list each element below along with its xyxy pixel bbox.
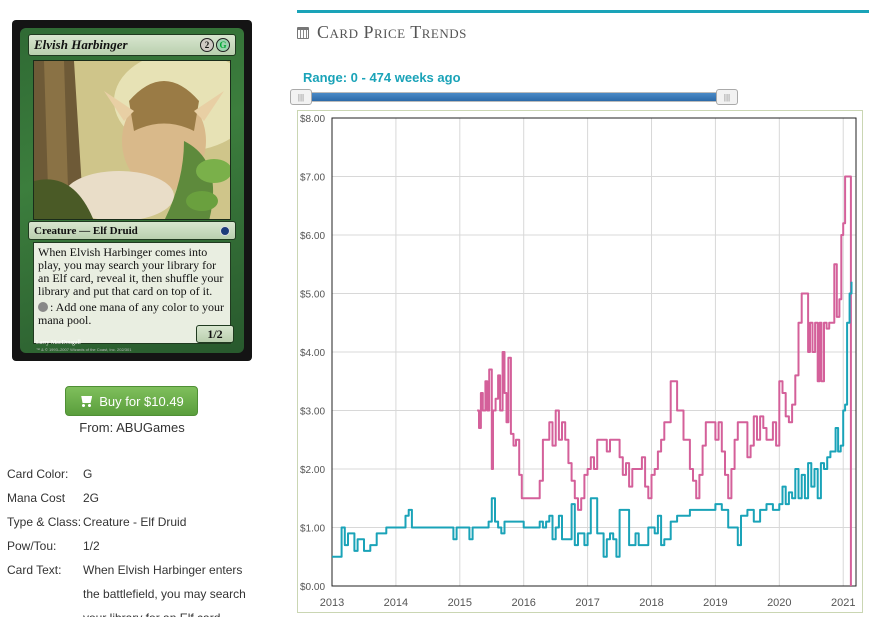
- price-chart: $0.00 $1.00 $2.00 $3.00 $4.00 $5.00 $6.00 $7.00…: [297, 110, 863, 613]
- info-value: 1/2: [83, 539, 100, 553]
- price-trends-header: Card Price Trends: [297, 22, 467, 43]
- y-tick-label: $8.00: [300, 114, 325, 125]
- price-chart-svg: $0.00 $1.00 $2.00 $3.00 $4.00 $5.00 $6.00 $7.00…: [300, 114, 857, 609]
- y-tick-label: $2.00: [300, 465, 325, 476]
- section-divider: [297, 10, 869, 13]
- series-line-teal: [332, 281, 853, 558]
- y-tick-label: $4.00: [300, 348, 325, 359]
- range-slider-handle-end[interactable]: |||: [716, 89, 738, 105]
- series-line-pink: [477, 175, 852, 586]
- y-tick-label: $3.00: [300, 407, 325, 418]
- range-label: Range: 0 - 474 weeks ago: [303, 70, 461, 85]
- price-trends-title: Card Price Trends: [317, 22, 467, 42]
- card-ability: : Add one mana of any color to your mana…: [38, 301, 226, 327]
- buy-button[interactable]: Buy for $10.49: [65, 386, 198, 416]
- y-tick-label: $1.00: [300, 524, 325, 535]
- card-info: Card Color: G Mana Cost 2G Type & Class:…: [7, 462, 257, 617]
- card-name-bar: Elvish Harbinger 2 G: [28, 34, 236, 56]
- info-label: Type & Class:: [7, 515, 82, 529]
- info-label: Mana Cost: [7, 491, 66, 505]
- info-label: Card Color:: [7, 467, 69, 481]
- info-row-card-text: Card Text: When Elvish Harbinger enters …: [7, 558, 257, 617]
- info-label: Card Text:: [7, 563, 62, 577]
- y-tick-label: $5.00: [300, 290, 325, 301]
- green-mana-icon: G: [216, 38, 230, 52]
- info-label: Pow/Tou:: [7, 539, 57, 553]
- card-text-box: When Elvish Harbinger comes into play, y…: [33, 242, 231, 344]
- y-tick-label: $6.00: [300, 231, 325, 242]
- vendor-label: From: ABUGames: [79, 420, 185, 435]
- shopping-cart-icon: [79, 395, 93, 407]
- card-name: Elvish Harbinger: [34, 37, 128, 52]
- set-symbol-icon: [220, 225, 230, 236]
- card-image: Elvish Harbinger 2 G: [12, 20, 252, 361]
- mana-cost: 2 G: [200, 38, 230, 52]
- info-value: 2G: [83, 491, 100, 505]
- card-type-line: Creature — Elf Druid: [34, 224, 138, 237]
- card-artist: Larry MacDougall: [36, 340, 81, 346]
- info-value: When Elvish Harbinger enters the battlef…: [83, 563, 246, 617]
- info-row-color: Card Color: G: [7, 462, 257, 486]
- x-tick-label: 2014: [384, 597, 408, 609]
- card-rules-text: When Elvish Harbinger comes into play, y…: [38, 245, 224, 298]
- range-slider[interactable]: ||| |||: [290, 89, 738, 105]
- x-tick-label: 2018: [639, 597, 663, 609]
- range-slider-fill: [310, 93, 718, 101]
- info-row-pow-tou: Pow/Tou: 1/2: [7, 534, 257, 558]
- card-ability-text: : Add one mana of any color to your mana…: [38, 300, 224, 327]
- info-value: Creature - Elf Druid: [83, 515, 187, 529]
- card-art: [33, 60, 231, 220]
- generic-mana-icon: 2: [200, 38, 214, 52]
- x-tick-label: 2015: [448, 597, 472, 609]
- info-row-type: Type & Class: Creature - Elf Druid: [7, 510, 257, 534]
- x-tick-label: 2013: [320, 597, 344, 609]
- tap-symbol-icon: [38, 302, 48, 312]
- x-tick-label: 2016: [511, 597, 535, 609]
- buy-button-label: Buy for $10.49: [99, 393, 184, 409]
- plot-border: [331, 117, 857, 587]
- card-copyright: ™ & © 1993–2007 Wizards of the Coast, In…: [36, 347, 132, 352]
- y-tick-label: $7.00: [300, 173, 325, 184]
- x-tick-label: 2021: [831, 597, 855, 609]
- card-art-illustration: [34, 61, 230, 219]
- card-power-toughness: 1/2: [196, 325, 234, 343]
- info-value: G: [83, 467, 93, 481]
- calendar-icon: [297, 26, 309, 39]
- range-slider-handle-start[interactable]: |||: [290, 89, 312, 105]
- x-tick-label: 2020: [767, 597, 791, 609]
- info-row-mana-cost: Mana Cost 2G: [7, 486, 257, 510]
- y-tick-label: $0.00: [300, 582, 325, 593]
- card-type-bar: Creature — Elf Druid: [28, 221, 236, 240]
- x-tick-label: 2017: [575, 597, 599, 609]
- card-frame: Elvish Harbinger 2 G: [20, 28, 244, 353]
- x-tick-label: 2019: [703, 597, 727, 609]
